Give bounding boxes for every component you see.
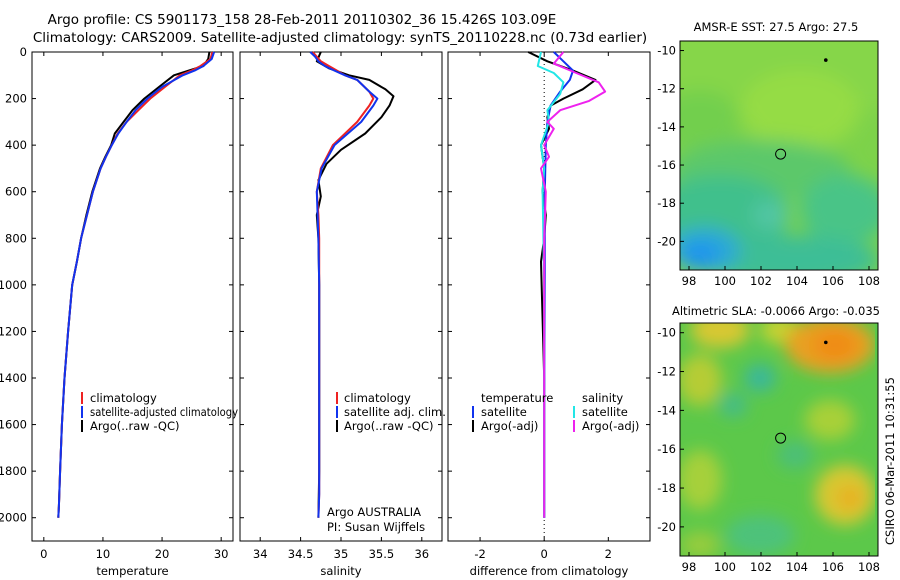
map-x-tick-label: 100 — [714, 560, 736, 574]
legend-climatology: climatology — [90, 391, 157, 405]
map-x-tick-label: 98 — [682, 274, 697, 288]
map-y-tick-label: -18 — [657, 196, 676, 210]
series-salinity-argo-adj- — [540, 51, 607, 518]
sla-map-title: Altimetric SLA: -0.0066 Argo: -0.035 — [672, 304, 880, 318]
depth-tick-label: 1200 — [0, 324, 27, 338]
difference-legend: temperature salinity satellite Argo(-adj… — [472, 391, 639, 433]
depth-tick-label: 1600 — [0, 418, 27, 432]
series-salinity-satellite — [536, 51, 565, 518]
map-y-tick-label: -14 — [657, 403, 676, 417]
map-x-tick-label: 108 — [858, 274, 880, 288]
map-x-tick-label: 106 — [822, 560, 844, 574]
map-y-tick-label: -10 — [657, 44, 676, 58]
series-climatology — [57, 51, 214, 518]
depth-tick-label: 1800 — [0, 464, 27, 478]
legend-climatology: climatology — [344, 391, 411, 405]
legend-satellite-adj: satellite adj. clim. — [344, 405, 446, 419]
x-tick-label: 36 — [414, 547, 429, 561]
x-axis-label: salinity — [320, 564, 361, 578]
legend-temp-satellite: satellite — [481, 405, 527, 419]
map-x-tick-label: 102 — [750, 274, 772, 288]
legend-temp-argo: Argo(-adj) — [481, 419, 538, 433]
salinity-panel: 34 34.5 35 35.5 36 salinity — [239, 51, 443, 578]
x-axis-label: temperature — [96, 564, 168, 578]
depth-tick-label: 200 — [5, 92, 27, 106]
series-satellite-adjusted-climatology — [57, 51, 216, 518]
sla-map-frame — [679, 322, 879, 557]
difference-panel: -2 0 2 difference from climatology — [447, 51, 651, 578]
depth-tick-label: 1000 — [0, 278, 27, 292]
map-y-tick-label: -12 — [657, 82, 676, 96]
depth-tick-label: 400 — [5, 138, 27, 152]
sst-map-frame — [679, 40, 879, 271]
series-argo — [315, 51, 395, 518]
depth-tick-label: 2000 — [0, 511, 27, 525]
depth-tick-label: 1400 — [0, 371, 27, 385]
temperature-legend: climatology satellite-adjusted climatolo… — [81, 391, 238, 433]
map-y-tick-label: -18 — [657, 481, 676, 495]
map-y-tick-label: -16 — [657, 442, 676, 456]
legend-header-temperature: temperature — [481, 391, 553, 405]
x-axis-label: difference from climatology — [470, 564, 629, 578]
pi-note: PI: Susan Wijffels — [327, 520, 425, 534]
map-x-tick-label: 102 — [750, 560, 772, 574]
map-x-tick-label: 106 — [822, 274, 844, 288]
legend-argo: Argo(..raw -QC) — [90, 419, 180, 433]
panel-frame — [239, 51, 443, 542]
x-tick-label: 34 — [253, 547, 268, 561]
map-y-tick-label: -14 — [657, 120, 676, 134]
panel-frame — [447, 51, 651, 542]
map-x-tick-label: 100 — [714, 274, 736, 288]
series-temperature-argo-adj- — [527, 51, 597, 518]
figure-title-line2: Climatology: CARS2009. Satellite-adjuste… — [33, 30, 647, 46]
x-tick-label: 35 — [334, 547, 349, 561]
map-x-tick-label: 104 — [786, 274, 808, 288]
map-y-tick-label: -20 — [657, 234, 676, 248]
x-tick-label: 30 — [214, 547, 229, 561]
sst-map-axes: 98 100 102 104 106 108 -10 -12 -14 -16 -18 -20 — [657, 44, 880, 288]
series-argo — [57, 51, 211, 518]
x-tick-label: 0 — [541, 547, 548, 561]
sla-map-axes: 98 100 102 104 106 108 -10 -12 -14 -16 -18 -20 — [657, 326, 880, 574]
series-satellite-adj-clim- — [309, 51, 379, 518]
x-tick-label: 0 — [40, 547, 47, 561]
x-tick-label: 10 — [96, 547, 111, 561]
map-x-tick-label: 98 — [682, 560, 697, 574]
sst-map — [680, 41, 878, 270]
float-track-marker — [824, 58, 828, 62]
depth-tick-label: 600 — [5, 185, 27, 199]
legend-argo: Argo(..raw -QC) — [344, 419, 434, 433]
x-tick-label: 34.5 — [288, 547, 314, 561]
profile-location-marker — [775, 432, 787, 444]
depth-tick-label: 0 — [20, 45, 27, 59]
argo-australia-note: Argo AUSTRALIA — [327, 505, 421, 519]
map-y-tick-label: -16 — [657, 158, 676, 172]
map-x-tick-label: 104 — [786, 560, 808, 574]
map-y-tick-label: -10 — [657, 326, 676, 340]
legend-sal-argo: Argo(-adj) — [582, 419, 639, 433]
series-climatology — [311, 51, 375, 518]
figure-title-line1: Argo profile: CS 5901173_158 28-Feb-2011… — [48, 12, 557, 28]
map-y-tick-label: -12 — [657, 365, 676, 379]
x-tick-label: 20 — [155, 547, 170, 561]
x-tick-label: -2 — [474, 547, 485, 561]
legend-sal-satellite: satellite — [582, 405, 628, 419]
salinity-legend: climatology satellite adj. clim. Argo(..… — [336, 391, 446, 433]
temperature-panel: 0 10 20 30 temperature — [31, 51, 234, 578]
map-x-tick-label: 108 — [858, 560, 880, 574]
x-tick-label: 2 — [605, 547, 612, 561]
x-tick-label: 35.5 — [369, 547, 395, 561]
float-track-marker — [824, 340, 828, 345]
depth-tick-label: 800 — [5, 231, 27, 245]
csiro-timestamp: CSIRO 06-Mar-2011 10:31:55 — [883, 377, 897, 545]
legend-header-salinity: salinity — [582, 391, 623, 405]
sst-map-title: AMSR-E SST: 27.5 Argo: 27.5 — [694, 20, 859, 34]
legend-satellite-adjusted: satellite-adjusted climatology — [90, 405, 238, 419]
panel-frame — [31, 51, 234, 542]
profile-location-marker — [775, 148, 787, 160]
depth-axis-ticks: 0 200 400 600 800 1000 1200 1400 1600 1800 2000 — [0, 45, 27, 525]
map-y-tick-label: -20 — [657, 520, 676, 534]
sla-map — [680, 323, 878, 556]
